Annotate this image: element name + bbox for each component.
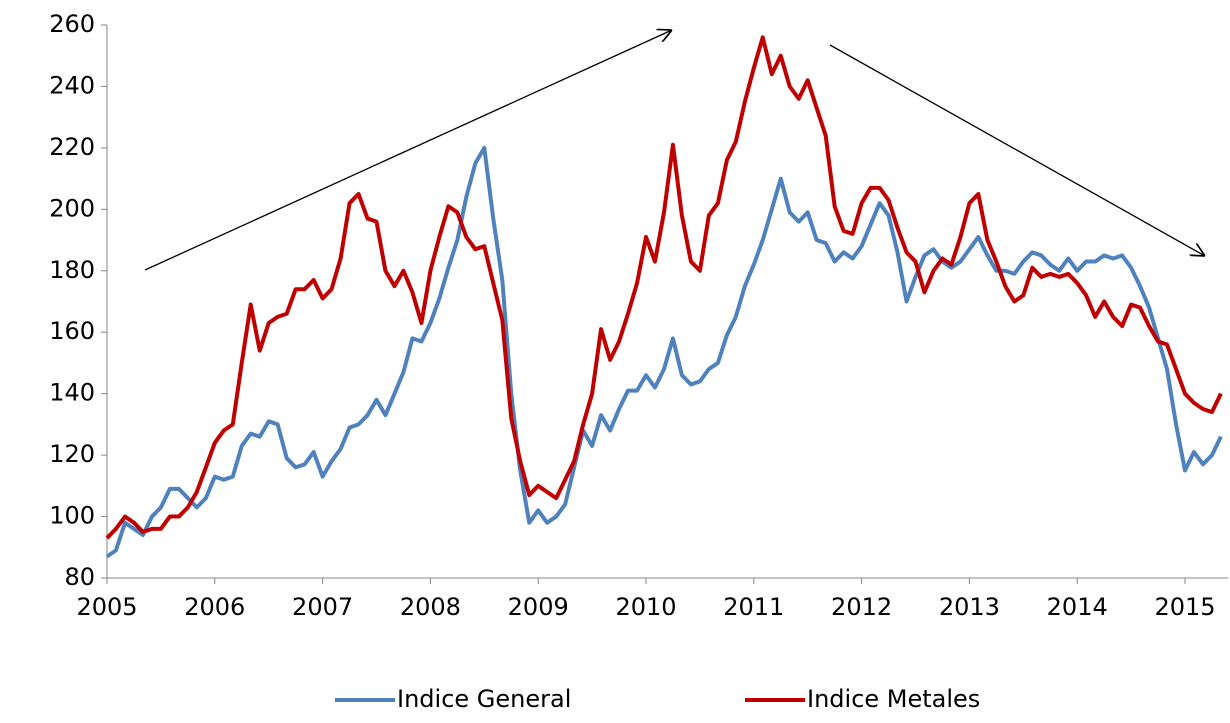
x-tick-label: 2010 (615, 593, 676, 621)
x-tick-label: 2015 (1154, 593, 1215, 621)
series-line (105, 145, 1223, 559)
trend-arrow (829, 44, 1205, 256)
x-tick-label: 2011 (723, 593, 784, 621)
y-tick-label: 120 (49, 440, 95, 468)
y-tick-label: 200 (49, 194, 95, 222)
x-tick-label: 2012 (831, 593, 892, 621)
x-tick-label: 2013 (939, 593, 1000, 621)
y-tick-label: 160 (49, 317, 95, 345)
x-tick-label: 2005 (76, 593, 137, 621)
x-tick-label: 2009 (508, 593, 569, 621)
y-tick-label: 140 (49, 379, 95, 407)
y-tick-label: 180 (49, 256, 95, 284)
y-tick-label: 220 (49, 133, 95, 161)
x-tick-label: 2008 (400, 593, 461, 621)
legend-label: Indice General (397, 685, 571, 713)
x-tick-label: 2007 (292, 593, 353, 621)
y-tick-label: 80 (64, 563, 95, 591)
y-tick-label: 240 (49, 71, 95, 99)
y-tick-label: 260 (49, 10, 95, 38)
legend-label: Indice Metales (807, 685, 980, 713)
trend-arrow (144, 30, 672, 271)
y-tick-label: 100 (49, 502, 95, 530)
x-tick-label: 2006 (184, 593, 245, 621)
series-line (105, 35, 1223, 540)
x-tick-label: 2014 (1047, 593, 1108, 621)
